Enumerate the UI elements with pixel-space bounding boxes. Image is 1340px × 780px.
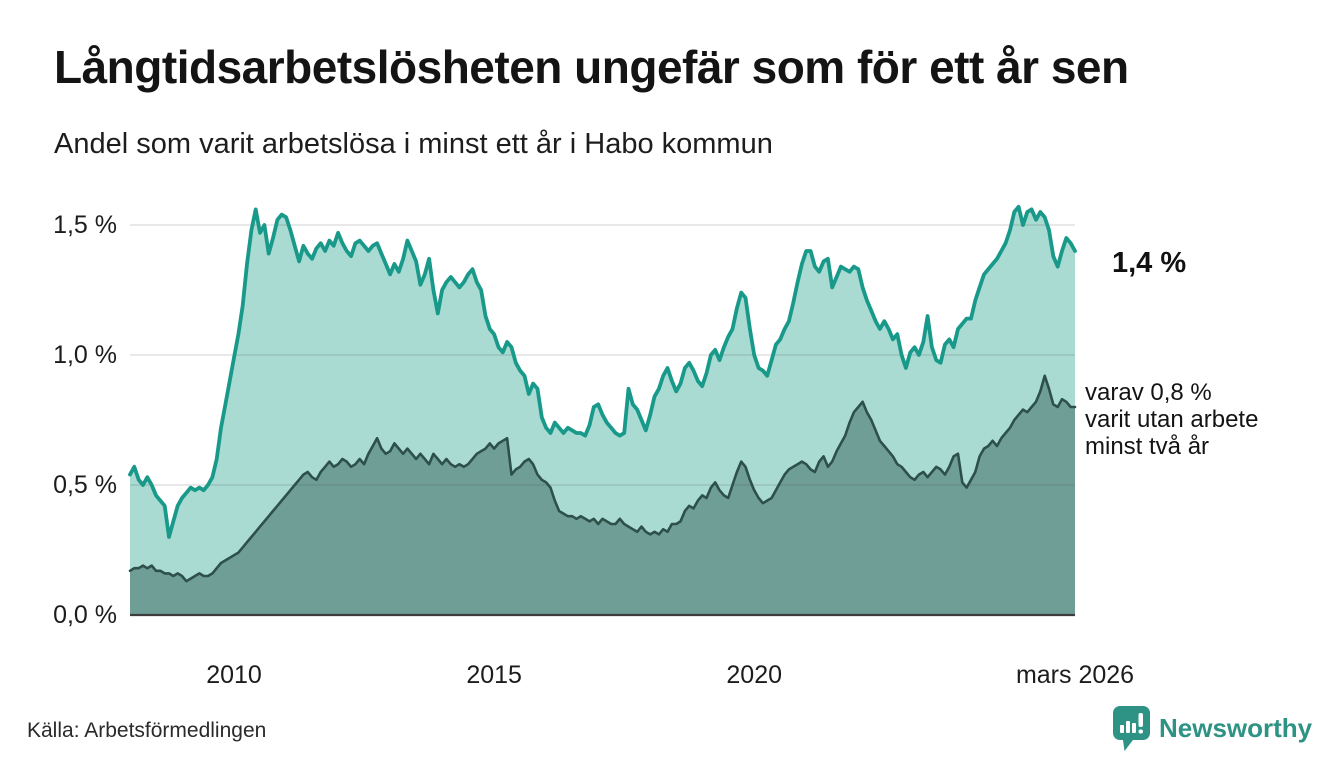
- x-axis-tick-label: 2010: [206, 661, 262, 689]
- series-total-area: [130, 206, 1075, 616]
- x-axis-tick-label: 2015: [466, 661, 522, 689]
- latest-value-label: 1,4 %: [1112, 247, 1187, 279]
- two-year-annotation-line: minst två år: [1085, 433, 1210, 460]
- newsworthy-logo-icon: [1113, 706, 1150, 751]
- series-total-line: [128, 204, 1077, 539]
- y-axis-tick-label: 0,5 %: [53, 471, 117, 499]
- gridlines: [130, 224, 1075, 486]
- x-axis-tick-label: 2020: [726, 661, 783, 689]
- newsworthy-logo: Newsworthy: [1113, 706, 1312, 752]
- series-twoyears-line: [128, 374, 1077, 583]
- y-axis-tick-label: 1,5 %: [53, 211, 117, 239]
- page-title: Långtidsarbetslösheten ungefär som för e…: [54, 41, 1129, 93]
- two-year-annotation-line: varav 0,8 %: [1085, 379, 1212, 406]
- newsworthy-logo-text: Newsworthy: [1159, 713, 1313, 743]
- two-year-annotation-line: varit utan arbete: [1085, 406, 1259, 433]
- y-axis-tick-label: 0,0 %: [53, 601, 117, 629]
- two-year-annotation: varav 0,8 % varit utan arbete minst två …: [1085, 379, 1258, 460]
- y-axis-tick-label: 1,0 %: [53, 341, 117, 369]
- source-note: Källa: Arbetsförmedlingen: [27, 719, 267, 742]
- series-twoyears-area: [130, 375, 1075, 615]
- x-axis-tick-label: mars 2026: [1015, 661, 1135, 689]
- page-subtitle: Andel som varit arbetslösa i minst ett å…: [54, 128, 773, 160]
